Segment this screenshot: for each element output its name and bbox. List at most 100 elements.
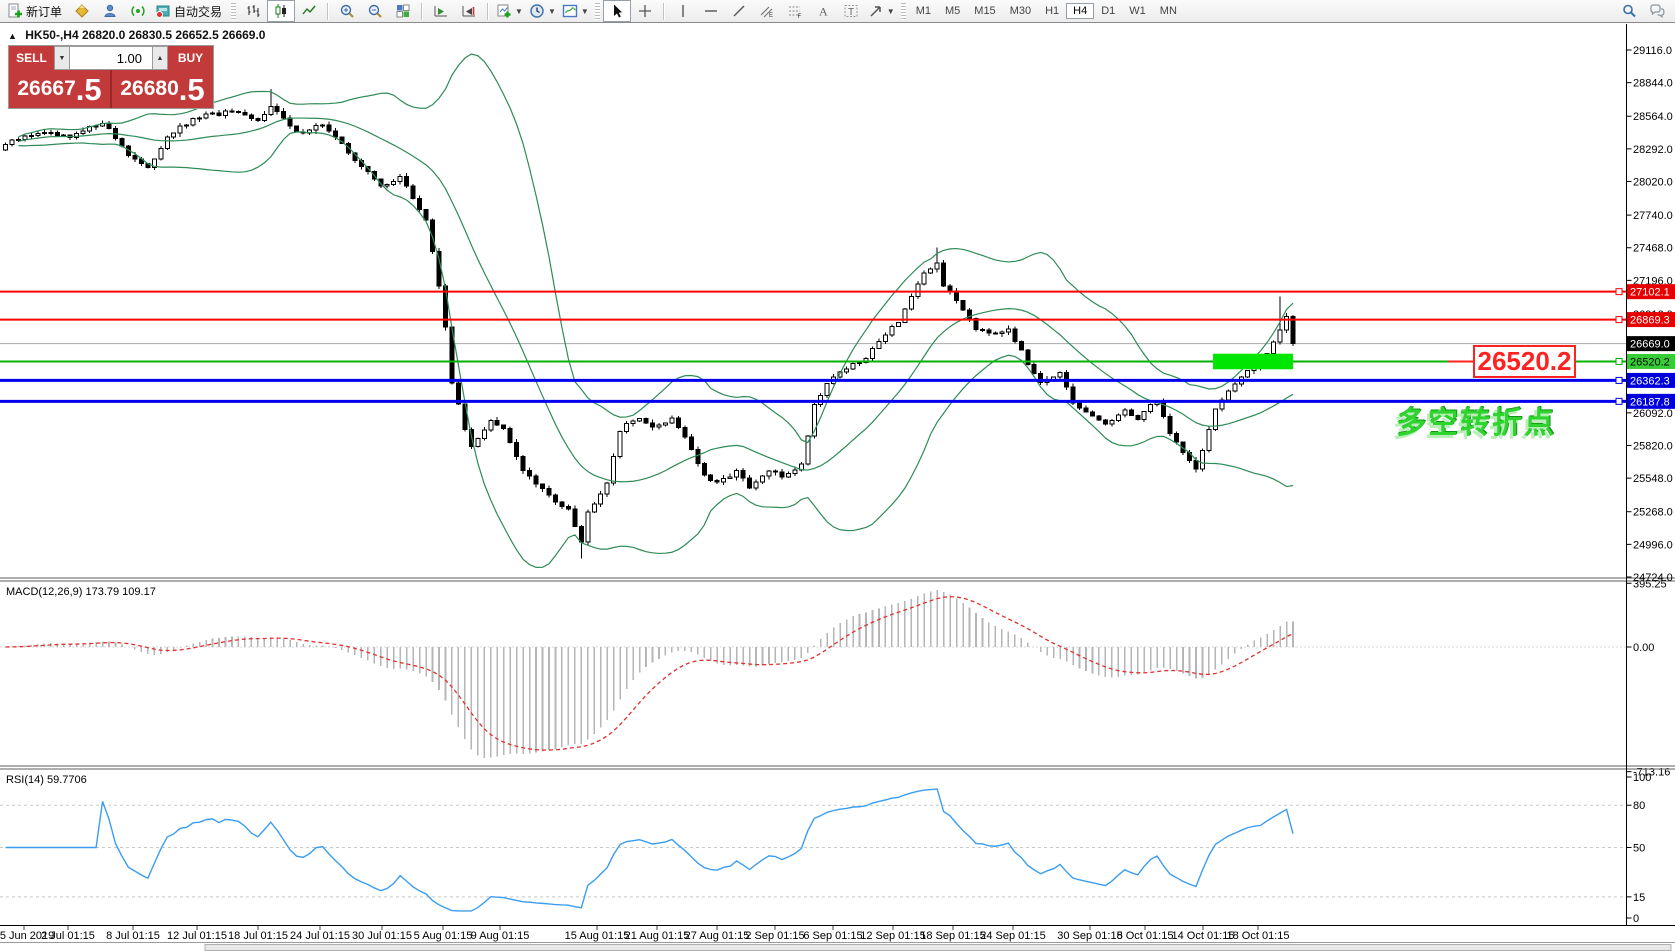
candle-body (572, 508, 578, 527)
highlight-rectangle[interactable] (1213, 353, 1293, 370)
equidistant-channel-tool[interactable]: E (753, 0, 781, 22)
candle-body (1128, 409, 1134, 417)
text-label-tool[interactable]: T (837, 0, 865, 22)
candle-body (1089, 411, 1095, 417)
candle-body (197, 117, 203, 120)
auto-scroll-button[interactable] (427, 0, 455, 22)
chart-shift-icon (462, 6, 476, 17)
new-order-button[interactable]: 新订单 (4, 0, 68, 22)
chart-shift-button[interactable] (455, 0, 483, 22)
candle-body (93, 125, 99, 128)
candle-body (876, 341, 882, 349)
price-callout-label[interactable]: 26520.2 (1473, 345, 1576, 378)
trendline-tool[interactable] (725, 0, 753, 22)
candle-body (119, 137, 125, 147)
ohlc-values: 26820.0 26830.5 26652.5 26669.0 (81, 28, 266, 42)
sell-button[interactable]: SELL (9, 46, 54, 70)
zoom-out-icon (368, 4, 382, 18)
candle-body (611, 455, 617, 484)
candle-body (74, 133, 80, 138)
timeframe-M1[interactable]: M1 (915, 5, 931, 17)
fibonacci-tool[interactable]: F (781, 0, 809, 22)
candle-body (1018, 340, 1024, 351)
toolbar-separator (421, 2, 424, 20)
collapse-panel-icon[interactable]: ▲ (8, 31, 17, 41)
vertical-line-tool[interactable] (669, 0, 697, 22)
candle-body (701, 463, 707, 476)
zoom-out-button[interactable] (361, 0, 389, 22)
crosshair-tool-button[interactable] (631, 0, 659, 22)
algo-trading-button[interactable]: 自动交易 (152, 0, 228, 22)
zoom-in-button[interactable] (333, 0, 361, 22)
timeframe-M5[interactable]: M5 (945, 5, 961, 17)
candle-body (365, 165, 371, 172)
candle-body (527, 470, 533, 477)
price-axis-label: 25548.0 (1633, 473, 1673, 485)
crosshair-icon (638, 5, 651, 17)
turning-point-annotation[interactable]: 多空转折点 (1396, 407, 1556, 440)
candlestick-chart-button[interactable] (267, 0, 296, 22)
search-button[interactable] (1615, 0, 1643, 22)
indicators-dropdown[interactable]: ▼ (559, 0, 592, 22)
timeframe-M15[interactable]: M15 (974, 5, 996, 17)
candle-body (274, 106, 280, 112)
signals-button[interactable] (124, 0, 152, 22)
candle-body (417, 198, 423, 211)
sell-price[interactable]: 26667.5 (9, 70, 112, 108)
timeframe-H1[interactable]: H1 (1045, 5, 1060, 17)
price-badge-label: 26669.0 (1630, 339, 1670, 351)
new-chart-dropdown[interactable]: ▼ (493, 0, 526, 22)
text-tool[interactable]: A (809, 0, 837, 22)
time-axis-label: 27 Aug 01:15 (685, 930, 750, 942)
candle-body (1141, 411, 1147, 421)
bar-chart-button[interactable] (239, 0, 267, 22)
price-axis-label: 26092.0 (1633, 408, 1673, 420)
candle-body (255, 118, 261, 122)
candle-body (3, 143, 8, 151)
horizontal-line-tool[interactable] (697, 0, 725, 22)
line-anchor-handle[interactable] (1615, 288, 1623, 296)
candle-body (540, 483, 546, 490)
volume-decrease-button[interactable]: ▼ (54, 46, 70, 70)
chat-button[interactable] (1643, 0, 1671, 22)
price-badge (1627, 353, 1675, 369)
line-chart-button[interactable] (295, 0, 323, 22)
arrows-dropdown[interactable]: ▼ (865, 0, 898, 22)
candle-body (475, 438, 481, 448)
buy-price[interactable]: 26680.5 (112, 70, 213, 108)
market-watch-button[interactable] (96, 0, 124, 22)
candle-body (151, 158, 157, 169)
candle-body (734, 469, 740, 478)
candle-body (882, 334, 888, 343)
volume-input[interactable] (70, 46, 152, 70)
timeframe-M30[interactable]: M30 (1009, 5, 1032, 17)
horizontal-scrollbar-thumb[interactable] (204, 944, 1672, 951)
line-anchor-handle[interactable] (1615, 397, 1623, 405)
tile-windows-button[interactable] (389, 0, 417, 22)
timeframe-W1[interactable]: W1 (1129, 5, 1146, 17)
cursor-tool-button[interactable] (602, 0, 631, 22)
volume-increase-button[interactable]: ▲ (152, 46, 168, 70)
price-badge (1627, 336, 1675, 352)
line-anchor-handle[interactable] (1615, 357, 1623, 365)
bb-lower-band (18, 131, 1294, 569)
candle-body (488, 419, 494, 431)
candle-body (604, 482, 610, 495)
candle-body (1070, 386, 1076, 404)
line-anchor-handle[interactable] (1615, 376, 1623, 384)
candle-body (235, 111, 241, 114)
depth-of-market-button[interactable] (68, 0, 96, 22)
candle-body (947, 285, 953, 292)
timeframe-D1[interactable]: D1 (1101, 5, 1116, 17)
buy-button[interactable]: BUY (168, 46, 213, 70)
timeframe-MN[interactable]: MN (1159, 5, 1177, 17)
timeframe-H4[interactable]: H4 (1066, 3, 1095, 19)
time-axis-label: 25 Jun 2019 (0, 930, 54, 942)
line-anchor-handle[interactable] (1615, 316, 1623, 324)
period-dropdown[interactable]: ▼ (526, 0, 559, 22)
candle-body (986, 329, 992, 334)
time-axis-label: 12 Jul 01:15 (167, 930, 227, 942)
candle-body (184, 124, 190, 127)
symbol-period-label: HK50-,H4 (25, 28, 79, 42)
